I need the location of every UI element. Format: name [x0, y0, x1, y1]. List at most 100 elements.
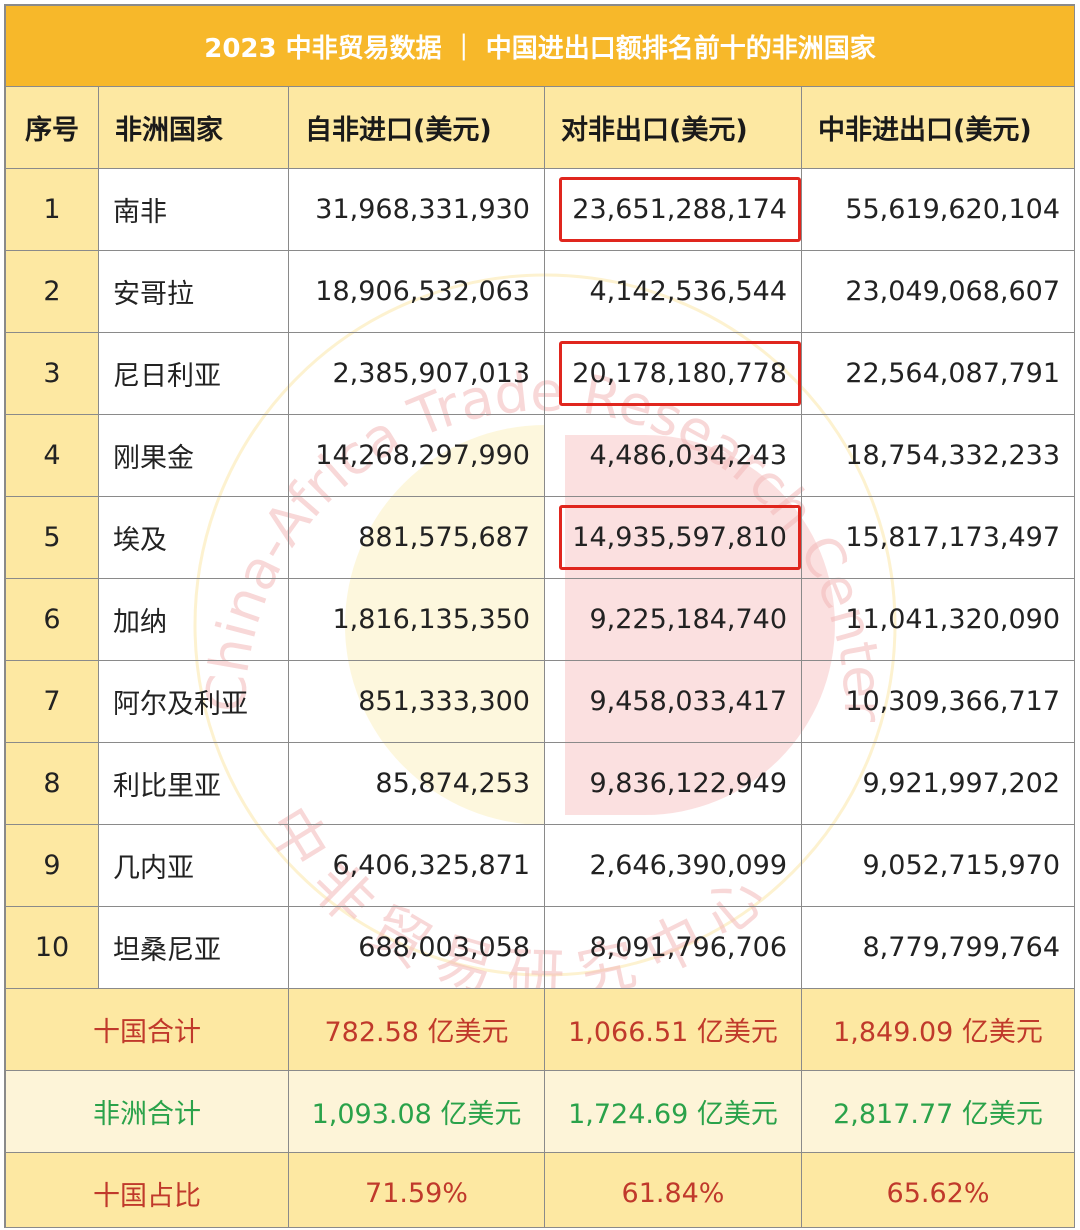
import-cell-value: 851,333,300: [358, 686, 530, 717]
summary-import: 1,093.08 亿美元: [288, 1070, 545, 1153]
export-cell: 20,178,180,778: [544, 332, 802, 415]
total-cell-value: 11,041,320,090: [845, 604, 1061, 635]
total-cell-value: 23,049,068,607: [845, 276, 1061, 307]
rank-cell: 7: [5, 660, 99, 743]
rank-cell: 5: [5, 496, 99, 579]
total-cell: 22,564,087,791: [800, 332, 1074, 415]
trade-table-card: China-Africa Trade Research Center 中 非 贸…: [4, 4, 1075, 1228]
export-cell: 9,225,184,740: [544, 578, 802, 661]
header-total: 中非进出口(美元): [800, 86, 1074, 169]
import-cell: 688,003,058: [288, 906, 545, 989]
summary-row-africa-total: 非洲合计 1,093.08 亿美元 1,724.69 亿美元 2,817.77 亿美元: [5, 1070, 1074, 1153]
export-cell: 4,142,536,544: [544, 250, 802, 333]
total-cell: 15,817,173,497: [800, 496, 1074, 579]
total-cell-value: 55,619,620,104: [845, 194, 1061, 225]
rank-cell: 3: [5, 332, 99, 415]
country-cell: 安哥拉: [98, 250, 289, 333]
summary-row-ten-share: 十国占比 71.59% 61.84% 65.62%: [5, 1152, 1074, 1227]
import-cell-value: 1,816,135,350: [332, 604, 530, 635]
rank-cell: 6: [5, 578, 99, 661]
export-cell: 9,458,033,417: [544, 660, 802, 743]
total-cell: 18,754,332,233: [800, 414, 1074, 497]
summary-import: 71.59%: [288, 1152, 545, 1227]
export-cell-value: 23,651,288,174: [572, 194, 787, 225]
total-cell: 11,041,320,090: [800, 578, 1074, 661]
rank-cell: 4: [5, 414, 99, 497]
country-cell: 埃及: [98, 496, 289, 579]
table-row: 1 南非 31,968,331,930 23,651,288,174 55,619,62…: [5, 168, 1074, 251]
total-cell: 10,309,366,717: [800, 660, 1074, 743]
export-cell: 14,935,597,810: [544, 496, 802, 579]
total-cell-value: 8,779,799,764: [862, 932, 1061, 963]
table-row: 9 几内亚 6,406,325,871 2,646,390,099 9,052,715,…: [5, 824, 1074, 907]
country-cell: 尼日利亚: [98, 332, 289, 415]
highlight-box: [559, 177, 801, 242]
import-cell: 85,874,253: [288, 742, 545, 825]
rank-cell: 9: [5, 824, 99, 907]
export-cell: 8,091,796,706: [544, 906, 802, 989]
header-export: 对非出口(美元): [544, 86, 802, 169]
summary-label: 十国合计: [5, 988, 289, 1071]
header-rank: 序号: [5, 86, 99, 169]
summary-export: 1,724.69 亿美元: [544, 1070, 802, 1153]
table-row: 5 埃及 881,575,687 14,935,597,810 15,817,173,4…: [5, 496, 1074, 579]
table-row: 6 加纳 1,816,135,350 9,225,184,740 11,041,320,…: [5, 578, 1074, 661]
summary-total: 2,817.77 亿美元: [800, 1070, 1074, 1153]
total-cell: 23,049,068,607: [800, 250, 1074, 333]
rank-cell: 8: [5, 742, 99, 825]
import-cell-value: 18,906,532,063: [315, 276, 530, 307]
table-row: 2 安哥拉 18,906,532,063 4,142,536,544 23,049,06…: [5, 250, 1074, 333]
import-cell-value: 85,874,253: [375, 768, 530, 799]
trade-table: 2023 中非贸易数据 ｜ 中国进出口额排名前十的非洲国家 序号 非洲国家 自非…: [5, 5, 1074, 1227]
import-cell-value: 14,268,297,990: [315, 440, 530, 471]
rank-cell: 10: [5, 906, 99, 989]
country-cell: 几内亚: [98, 824, 289, 907]
export-cell: 4,486,034,243: [544, 414, 802, 497]
import-cell: 6,406,325,871: [288, 824, 545, 907]
export-cell: 2,646,390,099: [544, 824, 802, 907]
import-cell-value: 31,968,331,930: [315, 194, 530, 225]
table-row: 10 坦桑尼亚 688,003,058 8,091,796,706 8,779,799,…: [5, 906, 1074, 989]
export-cell-value: 8,091,796,706: [589, 932, 787, 963]
export-cell-value: 2,646,390,099: [589, 850, 787, 881]
summary-label: 十国占比: [5, 1152, 289, 1227]
country-cell: 利比里亚: [98, 742, 289, 825]
total-cell-value: 18,754,332,233: [845, 440, 1061, 471]
country-cell: 加纳: [98, 578, 289, 661]
table-title-row: 2023 中非贸易数据 ｜ 中国进出口额排名前十的非洲国家: [5, 5, 1074, 87]
total-cell: 55,619,620,104: [800, 168, 1074, 251]
import-cell: 881,575,687: [288, 496, 545, 579]
import-cell: 2,385,907,013: [288, 332, 545, 415]
table-row: 4 刚果金 14,268,297,990 4,486,034,243 18,754,33…: [5, 414, 1074, 497]
summary-export: 61.84%: [544, 1152, 802, 1227]
export-cell-value: 14,935,597,810: [572, 522, 787, 553]
total-cell-value: 9,921,997,202: [862, 768, 1061, 799]
table-header-row: 序号 非洲国家 自非进口(美元) 对非出口(美元) 中非进出口(美元): [5, 86, 1074, 169]
total-cell: 8,779,799,764: [800, 906, 1074, 989]
rank-cell: 2: [5, 250, 99, 333]
export-cell: 9,836,122,949: [544, 742, 802, 825]
total-cell-value: 22,564,087,791: [845, 358, 1061, 389]
export-cell-value: 9,225,184,740: [589, 604, 787, 635]
summary-label: 非洲合计: [5, 1070, 289, 1153]
export-cell-value: 20,178,180,778: [572, 358, 787, 389]
table-row: 3 尼日利亚 2,385,907,013 20,178,180,778 22,564,0…: [5, 332, 1074, 415]
import-cell: 31,968,331,930: [288, 168, 545, 251]
table-title: 2023 中非贸易数据 ｜ 中国进出口额排名前十的非洲国家: [5, 5, 1074, 87]
import-cell: 14,268,297,990: [288, 414, 545, 497]
country-cell: 坦桑尼亚: [98, 906, 289, 989]
total-cell: 9,921,997,202: [800, 742, 1074, 825]
total-cell-value: 9,052,715,970: [862, 850, 1061, 881]
summary-total: 65.62%: [800, 1152, 1074, 1227]
total-cell: 9,052,715,970: [800, 824, 1074, 907]
summary-total: 1,849.09 亿美元: [800, 988, 1074, 1071]
export-cell-value: 4,142,536,544: [589, 276, 787, 307]
import-cell: 18,906,532,063: [288, 250, 545, 333]
export-cell-value: 9,836,122,949: [589, 768, 787, 799]
import-cell: 851,333,300: [288, 660, 545, 743]
table-row: 7 阿尔及利亚 851,333,300 9,458,033,417 10,309,366…: [5, 660, 1074, 743]
header-import: 自非进口(美元): [288, 86, 545, 169]
total-cell-value: 10,309,366,717: [845, 686, 1061, 717]
import-cell-value: 2,385,907,013: [332, 358, 530, 389]
country-cell: 南非: [98, 168, 289, 251]
